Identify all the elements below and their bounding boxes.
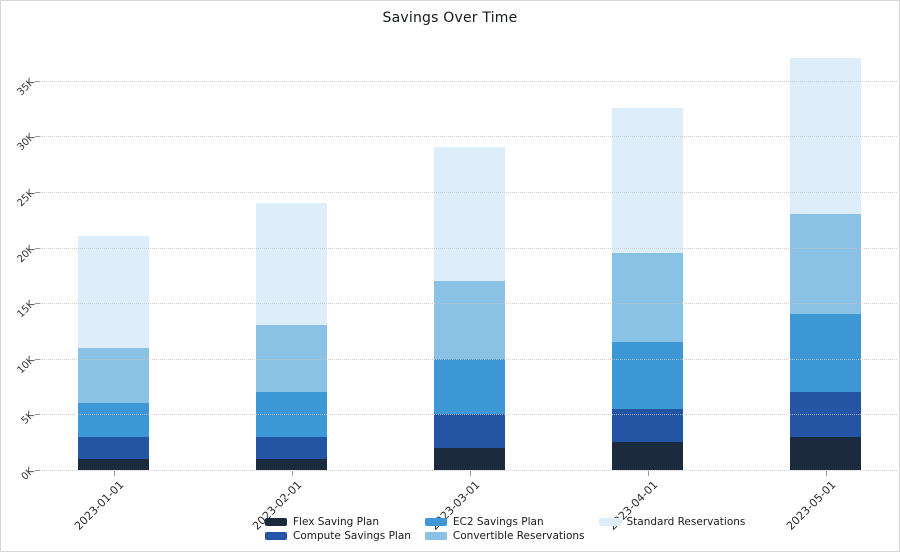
legend-label: Standard Reservations (626, 516, 746, 528)
bar-segment (78, 458, 149, 470)
bar-segment (256, 325, 327, 393)
legend-swatch-convertible-reservations (424, 532, 447, 540)
bar-segment (256, 203, 327, 326)
y-axis-tick-label: 20K (15, 243, 37, 265)
legend-swatch-ec2-savings-plan (424, 518, 447, 526)
y-gridline (39, 470, 897, 471)
legend-label: Convertible Reservations (452, 530, 585, 542)
y-axis-tick (35, 470, 40, 471)
bar-segment (790, 314, 861, 393)
bar-segment (78, 347, 149, 404)
bar-segment (612, 408, 683, 443)
y-gridline (39, 136, 897, 138)
y-axis-tick (35, 303, 40, 305)
x-axis-tick (825, 471, 827, 476)
y-axis-tick (35, 358, 40, 360)
y-axis-tick-label: 5K (19, 410, 37, 428)
bar-segment (434, 280, 505, 359)
x-axis-tick (291, 471, 293, 476)
bar-segment (256, 436, 327, 459)
y-gridline (39, 303, 897, 305)
legend-item-convertible-reservations: Convertible Reservations (424, 529, 585, 543)
legend-label: EC2 Savings Plan (452, 516, 544, 528)
y-axis-tick-label: 10K (15, 354, 37, 376)
legend-label: Flex Saving Plan (293, 516, 380, 528)
legend-item-compute-savings-plan: Compute Savings Plan (265, 529, 411, 543)
x-axis-tick (469, 471, 471, 476)
y-axis-tick-label: 0K (19, 465, 37, 483)
y-gridline (39, 247, 897, 249)
bar-segment (434, 358, 505, 415)
x-axis-tick-label: 2023-05-01 (783, 478, 838, 533)
bar-segment (434, 414, 505, 448)
bar-segment (434, 147, 505, 281)
legend-item-flex-saving-plan: Flex Saving Plan (265, 515, 411, 529)
x-axis-tick-label: 2023-01-01 (71, 478, 126, 533)
y-axis-tick (35, 80, 40, 82)
bar-segment (434, 447, 505, 470)
bar-segment (78, 403, 149, 437)
x-axis-tick (647, 471, 649, 476)
y-axis-tick (35, 414, 40, 416)
legend: Flex Saving Plan Compute Savings Plan EC… (265, 515, 745, 543)
y-gridline (39, 191, 897, 193)
bar-segment (790, 436, 861, 470)
y-gridline (39, 358, 897, 360)
bar-segment (78, 436, 149, 459)
bar-segment (256, 392, 327, 437)
legend-item-ec2-savings-plan: EC2 Savings Plan (424, 515, 585, 529)
bar-segment (612, 442, 683, 470)
y-axis-tick (35, 191, 40, 193)
y-axis-tick (35, 136, 40, 138)
y-gridline (39, 80, 897, 82)
y-gridline (39, 414, 897, 416)
y-axis-tick-label: 15K (15, 298, 37, 321)
bar-segment (612, 342, 683, 409)
y-axis-tick-label: 25K (15, 187, 37, 210)
y-axis-tick-label: 35K (15, 76, 37, 98)
legend-item-standard-reservations: Standard Reservations (598, 515, 746, 529)
y-axis-tick-label: 30K (15, 132, 37, 154)
legend-label: Compute Savings Plan (293, 530, 411, 542)
legend-swatch-compute-savings-plan (265, 532, 287, 540)
y-axis-tick (35, 247, 40, 249)
chart-title: Savings Over Time (382, 10, 518, 26)
legend-swatch-standard-reservations (598, 518, 621, 526)
bar-segment (790, 392, 861, 437)
bar-segment (78, 236, 149, 348)
x-axis-tick (113, 471, 115, 476)
bar-segment (790, 214, 861, 315)
bar-segment (612, 253, 683, 343)
legend-swatch-flex-saving-plan (265, 518, 287, 526)
bar-segment (256, 458, 327, 470)
bar-segment (612, 108, 683, 254)
